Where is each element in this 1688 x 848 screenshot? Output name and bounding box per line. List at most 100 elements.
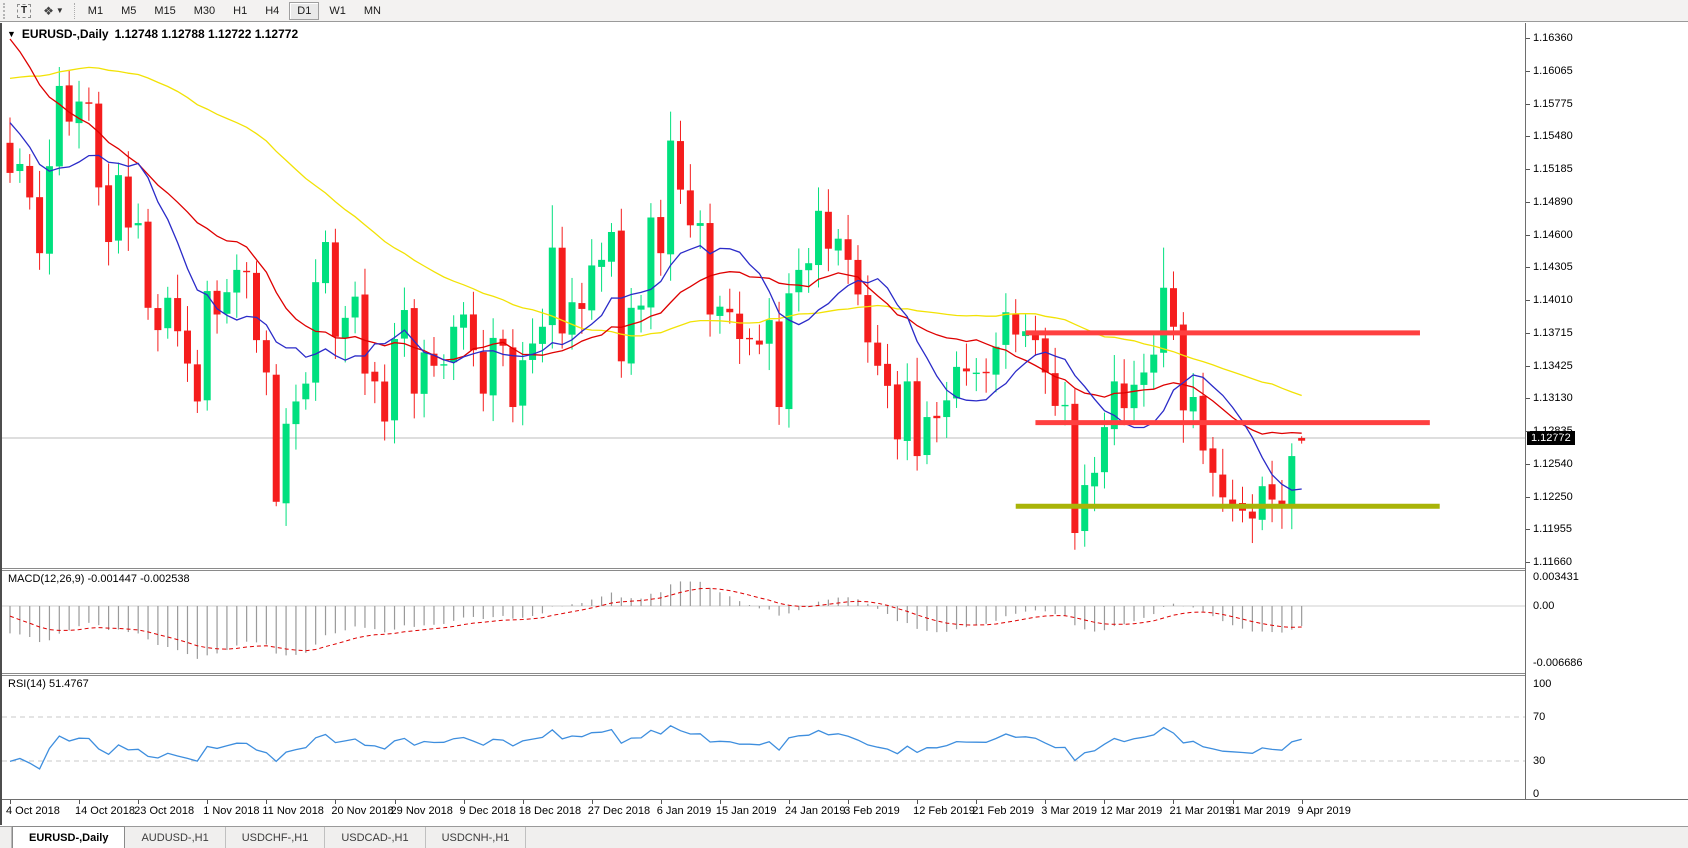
time-tick-mark	[79, 800, 81, 804]
panel-splitter-2[interactable]	[2, 673, 1688, 676]
price-tick-mark	[1526, 431, 1530, 432]
time-tick-mark	[1173, 800, 1175, 804]
chart-title: ▼ EURUSD-,Daily 1.12748 1.12788 1.12722 …	[7, 27, 298, 41]
timeframe-button-h1[interactable]: H1	[233, 4, 248, 17]
time-tick-label: 11 Nov 2018	[262, 805, 324, 817]
price-tick-mark	[1526, 136, 1530, 138]
price-tick-label: 1.13130	[1533, 392, 1573, 405]
chart-tab-eurusd[interactable]: EURUSD-,Daily	[12, 826, 126, 848]
timeframe-button-h4[interactable]: H4	[265, 4, 280, 17]
timeframe-button-mn[interactable]: MN	[363, 4, 381, 17]
price-tick-mark	[1526, 267, 1530, 269]
price-tick-label: 1.13715	[1533, 326, 1573, 339]
price-tick-mark	[1526, 562, 1530, 563]
price-tick-mark	[1526, 496, 1530, 498]
time-tick-mark	[463, 800, 465, 804]
chart-tab-usdcad[interactable]: USDCAD-,H1	[325, 827, 426, 848]
rsi-label: RSI(14) 51.4767	[8, 678, 89, 690]
time-tick-label: 4 Oct 2018	[6, 805, 60, 817]
time-tick-label: 21 Mar 2019	[1169, 805, 1232, 817]
chart-tab-bar: EURUSD-,Daily AUDUSD-,H1 USDCHF-,H1 USDCAD-…	[0, 826, 1688, 848]
price-tick-label: 1.11955	[1533, 523, 1572, 536]
time-axis[interactable]: 4 Oct 2018 14 Oct 2018 23 Oct 2018 1 Nov 20…	[2, 799, 1688, 825]
text-tool-icon: T	[17, 3, 32, 18]
chart-tab-usdchf[interactable]: USDCHF-,H1	[226, 827, 326, 848]
panel-splitter[interactable]	[2, 568, 1688, 571]
time-tick-label: 3 Mar 2019	[1041, 805, 1097, 817]
candlestick-chart[interactable]	[2, 23, 1525, 568]
timeframe-button-m5[interactable]: M5	[121, 4, 137, 17]
price-tick-label: 1.14010	[1533, 294, 1573, 306]
time-tick-label: 31 Mar 2019	[1228, 805, 1291, 817]
price-tick-mark	[1526, 365, 1530, 367]
macd-axis-label: 0.00	[1533, 600, 1555, 612]
price-tick-label: 1.15185	[1533, 163, 1573, 175]
time-tick-mark	[917, 800, 919, 804]
timeframe-button-m15[interactable]: M15	[154, 4, 176, 17]
price-tick-mark	[1526, 529, 1530, 531]
rsi-axis-label: 0	[1533, 788, 1540, 800]
toolbar-grip[interactable]	[3, 2, 8, 19]
rsi-axis-label: 70	[1533, 711, 1546, 723]
timeframe-button-w1[interactable]: W1	[329, 4, 346, 17]
time-tick-label: 3 Feb 2019	[844, 805, 900, 817]
current-price-tag: 1.12772	[1527, 431, 1575, 446]
rsi-panel[interactable]: RSI(14) 51.4767	[2, 676, 1525, 798]
time-tick-mark	[591, 800, 593, 804]
time-tick-label: 15 Jan 2019	[715, 805, 777, 817]
price-tick-label: 1.16360	[1533, 32, 1573, 44]
cycle-symbols-icon: ❖	[43, 3, 54, 18]
time-tick-label: 12 Mar 2019	[1100, 805, 1163, 817]
price-tick-label: 1.12540	[1533, 457, 1573, 470]
price-tick-label: 1.12835	[1533, 425, 1573, 437]
time-tick-mark	[138, 800, 140, 804]
toolbar: T ❖ ▼ M1 M5 M15 M30 H1 H4 D1 W1 MN	[0, 0, 1688, 22]
time-tick-mark	[335, 800, 337, 804]
chevron-down-icon: ▼	[55, 6, 64, 15]
macd-label: MACD(12,26,9) -0.001447 -0.002538	[8, 573, 190, 585]
rsi-plot[interactable]	[2, 676, 1525, 798]
time-tick-label: 21 Feb 2019	[972, 805, 1035, 817]
time-tick-mark	[522, 800, 524, 804]
time-tick-label: 12 Feb 2019	[913, 805, 975, 817]
time-tick-label: 9 Dec 2018	[459, 805, 516, 817]
time-tick-mark	[788, 800, 790, 804]
timeframe-button-m1[interactable]: M1	[87, 4, 104, 17]
price-tick-label: 1.13425	[1533, 359, 1573, 372]
price-tick-label: 1.15775	[1533, 97, 1573, 110]
price-tick-label: 1.14890	[1533, 195, 1573, 208]
price-tick-mark	[1526, 201, 1530, 203]
price-tick-label: 1.15480	[1533, 130, 1573, 143]
price-tick-mark	[1526, 463, 1530, 465]
time-tick-mark	[1301, 800, 1303, 804]
time-tick-mark	[394, 800, 396, 804]
price-tick-label: 1.16065	[1533, 64, 1573, 77]
price-tick-label: 1.14305	[1533, 261, 1573, 274]
time-tick-mark	[10, 800, 11, 804]
symbol-period-label: EURUSD-,Daily	[21, 27, 109, 41]
time-tick-label: 27 Dec 2018	[587, 805, 651, 817]
main-chart-panel[interactable]: ▼ EURUSD-,Daily 1.12748 1.12788 1.12722 …	[2, 23, 1525, 568]
cycle-symbols-button[interactable]: ❖ ▼	[38, 2, 69, 20]
macd-plot[interactable]	[2, 571, 1525, 673]
timeframe-button-d1[interactable]: D1	[289, 1, 320, 20]
time-tick-mark	[719, 800, 721, 804]
time-tick-mark	[976, 800, 978, 804]
time-tick-mark	[848, 800, 850, 804]
time-tick-label: 6 Jan 2019	[656, 805, 712, 817]
time-tick-mark	[660, 800, 662, 804]
time-tick-label: 24 Jan 2019	[784, 805, 846, 817]
timeframe-button-m30[interactable]: M30	[193, 4, 216, 17]
macd-panel[interactable]: MACD(12,26,9) -0.001447 -0.002538	[2, 571, 1525, 673]
price-axis[interactable]: 1.12772 1.16360 1.16065 1.15775 1.15480 1.15…	[1525, 23, 1688, 800]
chart-tab-audusd[interactable]: AUDUSD-,H1	[125, 827, 226, 848]
rsi-axis-label: 30	[1533, 755, 1546, 767]
chart-tab-usdcnh[interactable]: USDCNH-,H1	[426, 827, 527, 848]
time-tick-mark	[207, 800, 209, 804]
time-tick-mark	[1045, 800, 1047, 804]
time-tick-label: 29 Nov 2018	[390, 805, 453, 817]
time-tick-mark	[266, 800, 268, 804]
chart-menu-arrow-icon[interactable]: ▼	[7, 29, 16, 39]
text-label-tool-button[interactable]: T	[12, 2, 36, 20]
